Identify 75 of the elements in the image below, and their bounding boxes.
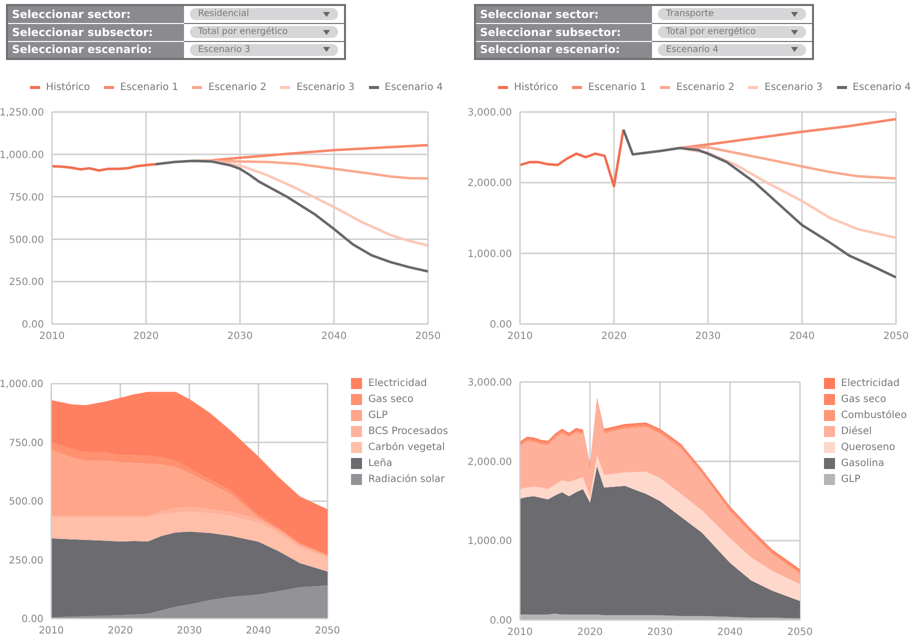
legend-label: Combustóleo bbox=[841, 410, 907, 421]
legend-label: GLP bbox=[841, 474, 860, 485]
legend-label: Gas seco bbox=[368, 394, 414, 405]
legend-label: Carbón vegetal bbox=[368, 442, 445, 453]
legend-label: Escenario 3 bbox=[296, 82, 355, 93]
x-tick-label: 2040 bbox=[246, 625, 272, 636]
legend-label: Electricidad bbox=[841, 378, 900, 389]
y-tick-label: 1,000.00 bbox=[467, 248, 512, 260]
x-tick-label: 2010 bbox=[38, 625, 64, 636]
text: Transporte bbox=[666, 9, 714, 20]
x-tick-label: 2020 bbox=[108, 625, 133, 636]
legend-label: Escenario 1 bbox=[588, 82, 646, 93]
x-tick-label: 2030 bbox=[227, 331, 253, 342]
legend-label: Escenario 2 bbox=[676, 82, 734, 93]
text: Total por energético bbox=[198, 27, 288, 37]
legend-label: Escenario 4 bbox=[852, 82, 911, 93]
x-tick-label: 2040 bbox=[717, 627, 743, 638]
text: Escenario 3 bbox=[198, 44, 250, 55]
x-tick-label: 2040 bbox=[789, 331, 815, 342]
x-tick-label: 2050 bbox=[314, 625, 340, 636]
y-tick-label: 750.00 bbox=[8, 438, 44, 449]
legend-label: GLP bbox=[368, 410, 388, 421]
y-tick-label: 250.00 bbox=[8, 555, 44, 566]
legend-label: Escenario 2 bbox=[208, 82, 266, 93]
legend-label: Diésel bbox=[841, 426, 872, 437]
y-tick-label: 0.00 bbox=[490, 616, 512, 627]
legend-label: Radiación solar bbox=[368, 474, 445, 485]
legend-label: Leña bbox=[368, 458, 392, 469]
legend-label: Queroseno bbox=[841, 442, 896, 453]
text: Seleccionar escenario: bbox=[475, 41, 652, 59]
y-tick-label: 1,000.00 bbox=[0, 379, 44, 390]
legend-label: Gas seco bbox=[841, 394, 886, 405]
text: Seleccionar subsector: bbox=[7, 23, 184, 41]
x-tick-label: 2050 bbox=[415, 331, 441, 342]
x-tick-label: 2020 bbox=[133, 331, 159, 342]
y-tick-label: 750.00 bbox=[9, 192, 44, 204]
legend-label: Histórico bbox=[514, 82, 558, 93]
legend-label: BCS Procesados bbox=[368, 426, 448, 437]
legend-label: Escenario 3 bbox=[764, 82, 823, 93]
y-tick-label: 500.00 bbox=[8, 496, 44, 508]
legend-label: Gasolina bbox=[841, 458, 884, 469]
y-tick-label: 1,000.00 bbox=[0, 150, 44, 161]
x-tick-label: 2050 bbox=[787, 627, 813, 638]
legend-label: Electricidad bbox=[368, 378, 427, 389]
text: Total por energético bbox=[666, 27, 756, 37]
x-tick-label: 2010 bbox=[507, 627, 533, 638]
x-tick-label: 2030 bbox=[695, 331, 721, 342]
legend-label: Histórico bbox=[46, 82, 90, 93]
y-tick-label: 500.00 bbox=[9, 234, 44, 246]
x-tick-label: 2050 bbox=[883, 331, 909, 342]
text: Residencial bbox=[198, 9, 249, 20]
y-tick-label: 0.00 bbox=[22, 320, 44, 331]
y-tick-label: 0.00 bbox=[490, 320, 512, 331]
text: Seleccionar sector: bbox=[475, 5, 652, 23]
y-tick-label: 3,000.00 bbox=[467, 108, 512, 119]
y-tick-label: 2,000.00 bbox=[467, 456, 512, 468]
legend-label: Escenario 1 bbox=[120, 82, 178, 93]
x-tick-label: 2020 bbox=[601, 331, 627, 342]
x-tick-label: 2030 bbox=[647, 627, 673, 638]
x-tick-label: 2010 bbox=[39, 331, 65, 342]
text: Seleccionar sector: bbox=[7, 5, 184, 23]
y-tick-label: 1,000.00 bbox=[467, 536, 512, 548]
text: Seleccionar subsector: bbox=[475, 23, 652, 41]
x-tick-label: 2030 bbox=[176, 625, 202, 636]
x-tick-label: 2010 bbox=[507, 331, 533, 342]
legend-label: Escenario 4 bbox=[384, 82, 443, 93]
y-tick-label: 0.00 bbox=[21, 614, 44, 625]
text: Escenario 4 bbox=[666, 44, 718, 55]
x-tick-label: 2040 bbox=[321, 331, 347, 342]
x-tick-label: 2020 bbox=[577, 627, 603, 638]
y-tick-label: 2,000.00 bbox=[467, 178, 512, 190]
y-tick-label: 250.00 bbox=[9, 277, 44, 288]
y-tick-label: 1,250.00 bbox=[0, 108, 44, 119]
y-tick-label: 3,000.00 bbox=[467, 378, 512, 389]
text: Seleccionar escenario: bbox=[7, 41, 184, 59]
